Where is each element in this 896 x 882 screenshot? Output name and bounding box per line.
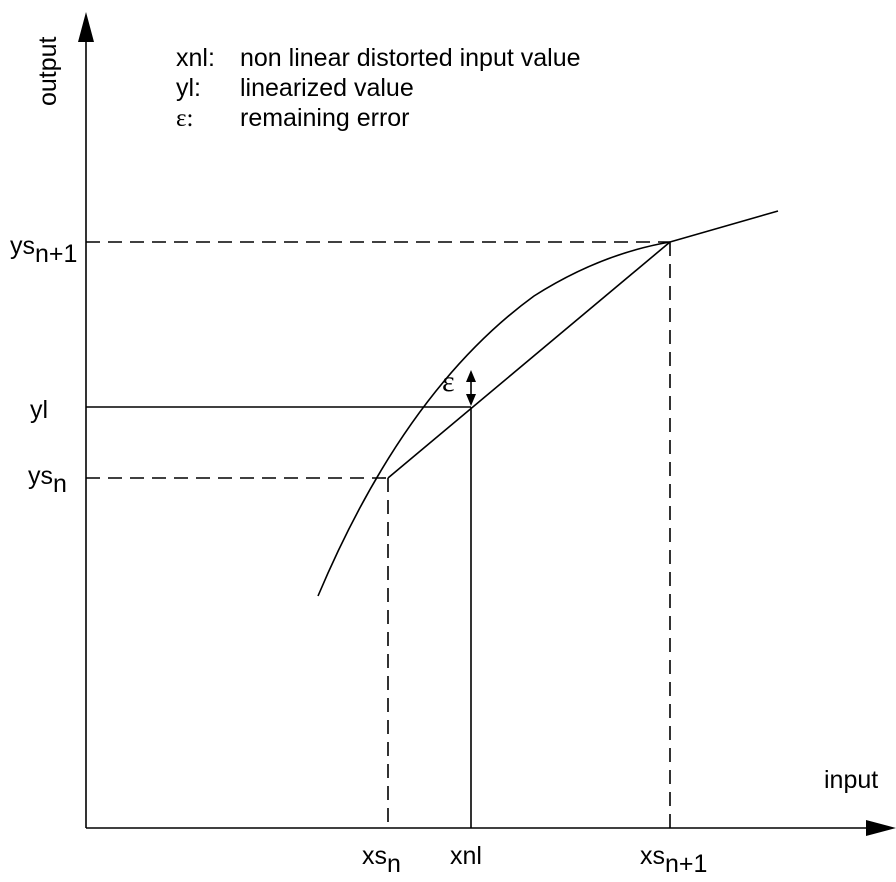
label-xnl: xnl [450,842,482,870]
label-xs-n1-base: xs [640,842,665,870]
legend-key-yl: yl: [176,74,201,102]
x-axis-arrowhead [866,820,896,836]
label-yl: yl [30,396,48,424]
label-ys-n: ysn [28,462,67,498]
x-axis-label: input [824,766,878,794]
label-ys-n-sub: n [53,470,67,498]
label-ys-n-base: ys [28,462,53,490]
label-xs-n1-sub: n+1 [665,850,707,878]
legend-key-xnl: xnl: [176,44,215,72]
error-symbol: ε [442,365,455,398]
legend-text-yl: linearized value [240,74,414,102]
y-axis-label: output [34,36,62,106]
label-ys-n1-base: ys [10,232,35,260]
legend-text-xnl: non linear distorted input value [240,44,581,72]
legend-key-eps: ε: [176,105,193,132]
label-xs-n: xsn [362,842,401,878]
label-ys-n1: ysn+1 [10,232,77,268]
nonlinear-curve [317,210,779,597]
linear-segment [387,241,671,479]
label-ys-n1-sub: n+1 [35,240,77,268]
error-arrow-head-down [466,394,476,406]
label-xs-n-base: xs [362,842,387,870]
legend-text-eps: remaining error [240,104,410,132]
y-axis-arrowhead [78,12,94,42]
label-xs-n1: xsn+1 [640,842,707,878]
label-xs-n-sub: n [387,850,401,878]
error-arrow-head-up [466,370,476,382]
